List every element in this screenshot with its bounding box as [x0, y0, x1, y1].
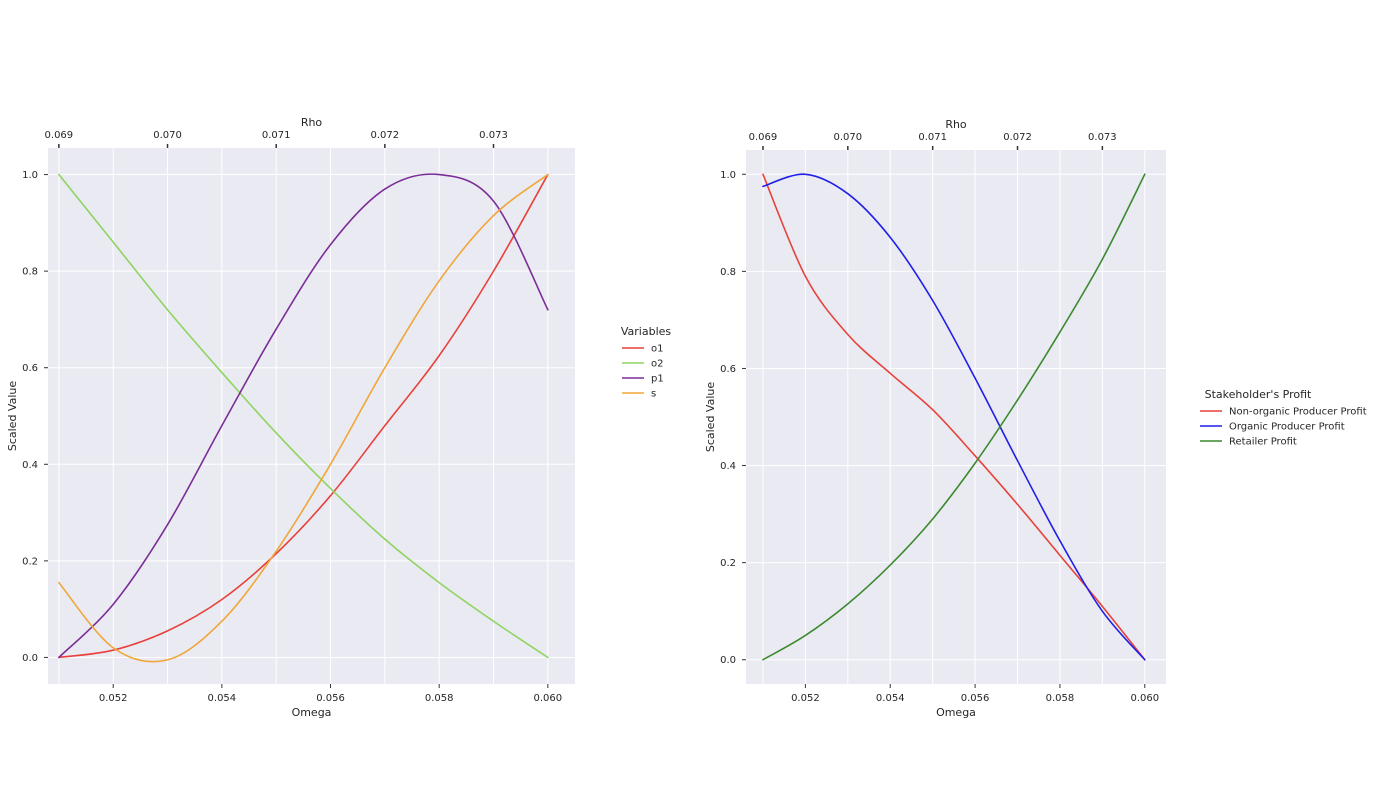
legend-label-o1: o1	[651, 344, 663, 355]
y-tick-label: 0.0	[22, 653, 38, 664]
x-tick-label: 0.052	[791, 693, 820, 704]
top-tick-label: 0.070	[153, 130, 182, 141]
legend: Variables o1 o2 p1 s	[621, 325, 672, 400]
y-tick-label: 0.6	[22, 363, 38, 374]
y-tick-label: 0.8	[720, 267, 736, 278]
top-tick-label: 0.073	[1088, 132, 1117, 143]
y-tick-label: 0.4	[720, 461, 736, 472]
legend-label-p1: p1	[651, 374, 664, 385]
y-tick-label: 0.6	[720, 364, 736, 375]
y-tick-label: 0.2	[720, 558, 736, 569]
plot-area	[746, 150, 1166, 684]
legend-title: Variables	[621, 325, 672, 338]
chart-stakeholder-profit: 0.052 0.054 0.056 0.058 0.060 0.0 0.2 0.4 0.6 0.8…	[704, 118, 1367, 719]
y-tick-label: 1.0	[22, 170, 38, 181]
x-tick-label: 0.056	[316, 693, 345, 704]
series-line-s	[58, 173, 549, 663]
y-tick-label: 1.0	[720, 170, 736, 181]
series-line-o2	[58, 173, 549, 659]
top-tick-label: 0.072	[371, 130, 400, 141]
series-line-o1	[58, 173, 549, 659]
legend-label-non-organic-producer-profit: Non-organic Producer Profit	[1229, 407, 1367, 418]
top-tick-label: 0.069	[749, 132, 778, 143]
series-lines	[762, 173, 1146, 661]
top-tick-label: 0.072	[1003, 132, 1032, 143]
legend-label-o2: o2	[651, 359, 663, 370]
x-tick-label: 0.054	[208, 693, 237, 704]
series-lines	[58, 173, 549, 663]
legend-title: Stakeholder's Profit	[1205, 388, 1312, 401]
top-tick-label: 0.069	[45, 130, 74, 141]
top-tick-label: 0.073	[479, 130, 508, 141]
top-axis-label: Rho	[301, 116, 323, 129]
chart-variables: 0.052 0.054 0.056 0.058 0.060 0.0 0.2 0.4 0.6 0.8…	[6, 116, 671, 719]
x-axis-label: Omega	[936, 706, 976, 719]
series-line-non-organic-producer-profit	[762, 173, 1146, 661]
x-tick-label: 0.058	[1046, 693, 1075, 704]
y-axis-label: Scaled Value	[704, 382, 717, 453]
y-tick-label: 0.4	[22, 460, 38, 471]
y-tick-label: 0.2	[22, 556, 38, 567]
top-tick-label: 0.071	[918, 132, 947, 143]
y-tick-label: 0.0	[720, 655, 736, 666]
x-tick-label: 0.052	[99, 693, 128, 704]
x-tick-label: 0.056	[961, 693, 990, 704]
y-tick-label: 0.8	[22, 267, 38, 278]
x-axis-label: Omega	[292, 706, 332, 719]
series-line-retailer-profit	[762, 173, 1146, 661]
y-axis-label: Scaled Value	[6, 381, 19, 452]
x-tick-label: 0.060	[534, 693, 563, 704]
legend-label-organic-producer-profit: Organic Producer Profit	[1229, 422, 1345, 433]
top-axis-label: Rho	[945, 118, 967, 131]
series-line-organic-producer-profit	[762, 173, 1146, 661]
legend-label-s: s	[651, 389, 656, 400]
legend: Stakeholder's Profit Non-organic Producer…	[1200, 388, 1367, 448]
plot-area	[48, 148, 575, 684]
x-tick-label: 0.058	[425, 693, 454, 704]
x-tick-label: 0.060	[1130, 693, 1159, 704]
x-tick-label: 0.054	[876, 693, 905, 704]
top-tick-label: 0.070	[833, 132, 862, 143]
series-line-p1	[58, 173, 549, 659]
top-tick-label: 0.071	[262, 130, 291, 141]
legend-label-retailer-profit: Retailer Profit	[1229, 437, 1297, 448]
